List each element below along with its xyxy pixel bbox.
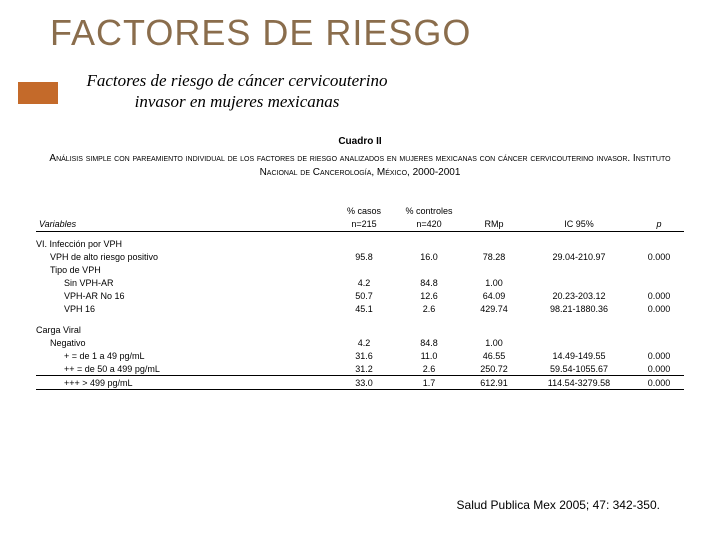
row-label: +++ > 499 pg/mL bbox=[36, 376, 334, 390]
cell-ctrl: 1.7 bbox=[394, 376, 464, 390]
subtitle-line1: Factores de riesgo de cáncer cervicouter… bbox=[86, 71, 387, 90]
col-ic-label: IC 95% bbox=[524, 217, 634, 231]
cell-p: 0.000 bbox=[634, 250, 684, 263]
col-ctrl-l1: % controles bbox=[394, 204, 464, 217]
section-row: Carga Viral bbox=[36, 323, 684, 336]
cell-p bbox=[634, 263, 684, 276]
cell-ic: 59.54-1055.67 bbox=[524, 362, 634, 376]
cell-ctrl: 12.6 bbox=[394, 289, 464, 302]
table-row: VPH de alto riesgo positivo95.816.078.28… bbox=[36, 250, 684, 263]
cell-rmp: 250.72 bbox=[464, 362, 524, 376]
cell-ic: 29.04-210.97 bbox=[524, 250, 634, 263]
cell-p: 0.000 bbox=[634, 362, 684, 376]
cell-rmp bbox=[464, 263, 524, 276]
row-label: VPH de alto riesgo positivo bbox=[36, 250, 334, 263]
cell-ctrl: 2.6 bbox=[394, 362, 464, 376]
slide-title: FACTORES DE RIESGO bbox=[50, 12, 471, 54]
cell-ctrl bbox=[394, 263, 464, 276]
col-casos-l1: % casos bbox=[334, 204, 394, 217]
header-row-2: Variables n=215 n=420 RMp IC 95% p bbox=[36, 217, 684, 231]
table-row: VPH 1645.12.6429.7498.21-1880.360.000 bbox=[36, 302, 684, 315]
table-row: Tipo de VPH bbox=[36, 263, 684, 276]
cell-casos: 31.6 bbox=[334, 349, 394, 362]
cell-rmp: 64.09 bbox=[464, 289, 524, 302]
table-row: +++ > 499 pg/mL33.01.7612.91114.54-3279.… bbox=[36, 376, 684, 390]
section-row: VI. Infección por VPH bbox=[36, 237, 684, 250]
cell-rmp: 1.00 bbox=[464, 336, 524, 349]
row-label: VPH-AR No 16 bbox=[36, 289, 334, 302]
cell-p: 0.000 bbox=[634, 349, 684, 362]
col-p-label: p bbox=[634, 217, 684, 231]
col-casos-l2: n=215 bbox=[334, 217, 394, 231]
section-title: Carga Viral bbox=[36, 323, 334, 336]
table-row: Negativo4.284.81.00 bbox=[36, 336, 684, 349]
subtitle-line2: invasor en mujeres mexicanas bbox=[135, 92, 340, 111]
cell-ctrl: 2.6 bbox=[394, 302, 464, 315]
col-rmp-label: RMp bbox=[464, 217, 524, 231]
cell-casos: 45.1 bbox=[334, 302, 394, 315]
col-p bbox=[634, 204, 684, 217]
citation: Salud Publica Mex 2005; 47: 342-350. bbox=[457, 498, 660, 512]
section-title: VI. Infección por VPH bbox=[36, 237, 334, 250]
row-label: VPH 16 bbox=[36, 302, 334, 315]
cell-ctrl: 16.0 bbox=[394, 250, 464, 263]
table-row: Sin VPH-AR4.284.81.00 bbox=[36, 276, 684, 289]
col-ctrl-l2: n=420 bbox=[394, 217, 464, 231]
table-row: VPH-AR No 1650.712.664.0920.23-203.120.0… bbox=[36, 289, 684, 302]
cell-ic: 98.21-1880.36 bbox=[524, 302, 634, 315]
cell-ctrl: 84.8 bbox=[394, 336, 464, 349]
row-label: Sin VPH-AR bbox=[36, 276, 334, 289]
cell-p: 0.000 bbox=[634, 289, 684, 302]
cell-casos bbox=[334, 263, 394, 276]
col-ic bbox=[524, 204, 634, 217]
row-label: Tipo de VPH bbox=[36, 263, 334, 276]
cell-p: 0.000 bbox=[634, 302, 684, 315]
table-caption: Análisis simple con pareamiento individu… bbox=[40, 152, 680, 179]
cell-rmp: 46.55 bbox=[464, 349, 524, 362]
cell-p bbox=[634, 336, 684, 349]
cell-rmp: 1.00 bbox=[464, 276, 524, 289]
cell-ic bbox=[524, 336, 634, 349]
accent-bar bbox=[18, 82, 58, 104]
cell-casos: 4.2 bbox=[334, 336, 394, 349]
cell-casos: 4.2 bbox=[334, 276, 394, 289]
col-rmp bbox=[464, 204, 524, 217]
cell-ic: 14.49-149.55 bbox=[524, 349, 634, 362]
cell-p bbox=[634, 276, 684, 289]
cell-casos: 33.0 bbox=[334, 376, 394, 390]
cell-ic: 114.54-3279.58 bbox=[524, 376, 634, 390]
cell-ic: 20.23-203.12 bbox=[524, 289, 634, 302]
table-row: ++ = de 50 a 499 pg/mL31.22.6250.7259.54… bbox=[36, 362, 684, 376]
data-table: % casos % controles Variables n=215 n=42… bbox=[36, 204, 684, 390]
cell-ic bbox=[524, 263, 634, 276]
cell-casos: 95.8 bbox=[334, 250, 394, 263]
cell-ctrl: 84.8 bbox=[394, 276, 464, 289]
cell-ctrl: 11.0 bbox=[394, 349, 464, 362]
cuadro-label: Cuadro II bbox=[0, 136, 720, 147]
col-variables-label: Variables bbox=[36, 217, 334, 231]
row-label: Negativo bbox=[36, 336, 334, 349]
row-label: ++ = de 50 a 499 pg/mL bbox=[36, 362, 334, 376]
row-label: + = de 1 a 49 pg/mL bbox=[36, 349, 334, 362]
cell-p: 0.000 bbox=[634, 376, 684, 390]
cell-casos: 31.2 bbox=[334, 362, 394, 376]
cell-casos: 50.7 bbox=[334, 289, 394, 302]
cell-rmp: 429.74 bbox=[464, 302, 524, 315]
cell-rmp: 78.28 bbox=[464, 250, 524, 263]
cell-ic bbox=[524, 276, 634, 289]
cell-rmp: 612.91 bbox=[464, 376, 524, 390]
col-variables bbox=[36, 204, 334, 217]
header-row-1: % casos % controles bbox=[36, 204, 684, 217]
subtitle: Factores de riesgo de cáncer cervicouter… bbox=[62, 70, 412, 113]
table-row: + = de 1 a 49 pg/mL31.611.046.5514.49-14… bbox=[36, 349, 684, 362]
